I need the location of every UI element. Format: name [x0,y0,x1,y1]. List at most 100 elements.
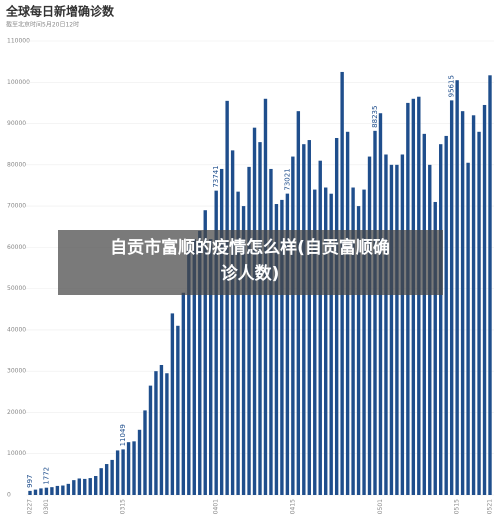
bar [378,113,383,496]
bar [302,144,306,495]
x-tick-label: 0301 [43,499,50,514]
bar [209,239,213,495]
bar [307,140,311,495]
bar [110,459,114,495]
x-tick-label: 0315 [120,499,127,514]
bar [258,142,262,496]
y-tick-label: 20000 [7,409,26,416]
bar [94,476,98,495]
bar [291,156,295,495]
bar [121,449,125,495]
bar [400,154,405,495]
y-tick-label: 70000 [7,203,26,210]
bar [466,162,470,495]
x-tick-label: 0515 [454,499,461,514]
bar [198,230,202,495]
bar [165,373,169,495]
bar [417,96,421,495]
bar [28,490,32,495]
bar [203,210,207,495]
bar [362,189,366,495]
bar [187,243,191,495]
bar [313,189,317,495]
x-tick-label: 0401 [213,499,220,514]
y-tick-label: 50000 [7,285,26,292]
bar [334,137,339,495]
y-tick-label: 60000 [7,244,26,251]
chart-title: 全球每日新增确诊数 [5,4,115,19]
bar [77,478,81,495]
bar [324,187,328,495]
bar [318,160,322,495]
y-tick-label: 100000 [7,79,30,86]
bar [444,135,448,495]
bar [351,187,355,495]
bar [274,204,279,495]
bar [488,75,492,495]
bar [477,131,481,496]
bar [428,164,432,495]
bar [99,468,103,495]
bar [55,485,60,495]
bar [345,131,350,496]
overlay-text: 自贡市富顺的疫情怎么样(自贡富顺确 [110,237,390,258]
x-tick-label: 0501 [377,499,384,514]
bar [143,410,147,495]
y-tick-label: 30000 [7,368,26,375]
bar [33,489,38,495]
y-tick-label: 10000 [7,450,26,457]
value-label: 88235 [371,106,379,128]
bar [406,102,410,495]
bar [39,488,43,495]
bar [181,292,186,495]
bar [247,166,251,495]
bar [263,98,268,496]
bar [422,133,426,495]
overlay-text: 诊人数) [221,263,280,284]
bar [367,156,372,495]
bar [482,104,487,496]
x-tick-label: 0227 [27,499,34,514]
x-tick-label: 0415 [289,499,296,514]
bar [460,111,465,495]
bar [241,206,246,495]
bar [439,144,443,495]
bar [115,450,120,495]
bar [411,98,416,496]
bar [61,485,65,495]
y-tick-label: 0 [7,492,11,499]
bar [83,478,87,495]
bar [126,442,131,495]
bar [159,364,164,495]
bar [433,201,437,496]
overlay-banner [58,230,443,295]
bar [389,164,394,495]
bar [373,130,377,496]
bar [104,464,109,495]
bar [471,115,476,496]
value-label: 95615 [448,75,456,97]
bar [296,111,301,495]
bar [395,164,399,495]
y-tick-label: 80000 [7,161,26,168]
bar [285,193,290,495]
bar [252,127,257,495]
bar [170,313,175,495]
bar [280,199,284,495]
chart-subtitle: 截至北京时间5月20日12时 [6,21,79,29]
bar [148,385,153,495]
y-tick-label: 40000 [7,326,26,333]
bar [132,441,136,495]
value-label: 1772 [42,467,50,485]
x-tick-label: 0521 [487,499,494,514]
y-tick-label: 90000 [7,120,26,127]
bar [137,429,142,495]
bar [154,371,158,495]
y-tick-label: 110000 [7,38,30,45]
bar [88,478,92,495]
bar [219,168,224,496]
bar [214,190,218,495]
bar [66,483,71,495]
